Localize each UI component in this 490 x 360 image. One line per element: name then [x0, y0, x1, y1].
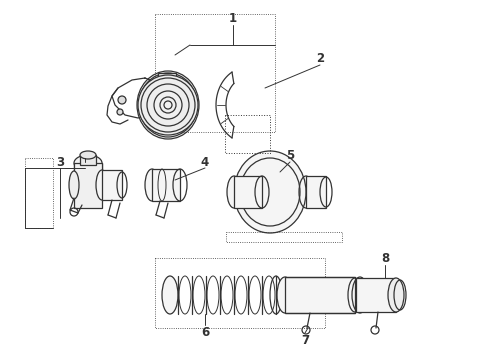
Text: 8: 8 — [381, 252, 389, 265]
Ellipse shape — [234, 151, 306, 233]
Circle shape — [117, 109, 123, 115]
Bar — [225, 115, 270, 153]
Ellipse shape — [69, 171, 79, 199]
Ellipse shape — [227, 176, 241, 208]
Ellipse shape — [277, 277, 293, 313]
Ellipse shape — [96, 170, 108, 200]
Bar — [306, 176, 326, 208]
Bar — [356, 278, 396, 312]
Bar — [102, 170, 122, 200]
Bar — [234, 176, 262, 208]
Text: 7: 7 — [301, 333, 309, 346]
Text: 3: 3 — [56, 156, 64, 168]
Bar — [25, 158, 53, 228]
Bar — [158, 73, 176, 81]
Bar — [226, 232, 342, 242]
Bar — [152, 169, 180, 201]
Text: 2: 2 — [316, 51, 324, 64]
Bar — [155, 258, 325, 328]
Bar — [74, 163, 102, 208]
Text: 1: 1 — [229, 12, 237, 24]
Ellipse shape — [80, 151, 96, 159]
Ellipse shape — [388, 278, 404, 312]
Ellipse shape — [138, 75, 198, 135]
Circle shape — [118, 96, 126, 104]
Ellipse shape — [162, 276, 178, 314]
Text: 5: 5 — [286, 149, 294, 162]
Bar — [155, 14, 275, 132]
Ellipse shape — [74, 155, 102, 171]
Bar — [80, 155, 96, 165]
Text: 4: 4 — [201, 156, 209, 168]
Ellipse shape — [137, 71, 199, 139]
Ellipse shape — [145, 169, 159, 201]
Text: 6: 6 — [201, 325, 209, 338]
Bar — [285, 277, 355, 313]
Ellipse shape — [154, 91, 182, 119]
